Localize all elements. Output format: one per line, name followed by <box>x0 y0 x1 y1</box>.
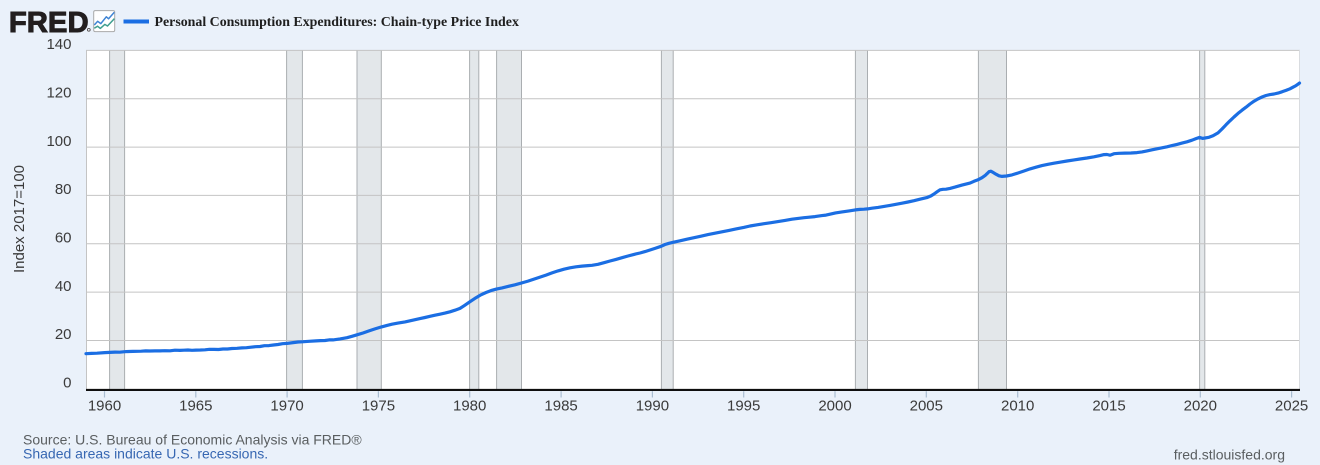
svg-text:100: 100 <box>46 133 71 150</box>
svg-text:80: 80 <box>55 181 72 198</box>
svg-text:140: 140 <box>46 36 71 53</box>
svg-text:2010: 2010 <box>1001 398 1034 415</box>
svg-text:FRED: FRED <box>9 7 89 39</box>
svg-text:1975: 1975 <box>362 398 395 415</box>
svg-text:2000: 2000 <box>818 398 851 415</box>
svg-text:Source: U.S. Bureau of Economi: Source: U.S. Bureau of Economic Analysis… <box>23 432 362 448</box>
svg-text:20: 20 <box>55 326 72 343</box>
svg-text:2020: 2020 <box>1184 398 1217 415</box>
svg-text:Personal Consumption Expenditu: Personal Consumption Expenditures: Chain… <box>155 15 519 30</box>
svg-text:2025: 2025 <box>1275 398 1308 415</box>
svg-text:1965: 1965 <box>179 398 212 415</box>
svg-text:1980: 1980 <box>453 398 486 415</box>
svg-text:Shaded areas indicate U.S. rec: Shaded areas indicate U.S. recessions. <box>23 446 268 462</box>
svg-text:0: 0 <box>63 375 71 392</box>
svg-text:40: 40 <box>55 278 72 295</box>
svg-text:fred.stlouisfed.org: fred.stlouisfed.org <box>1174 447 1285 463</box>
svg-text:1990: 1990 <box>636 398 669 415</box>
svg-text:Index 2017=100: Index 2017=100 <box>11 165 28 273</box>
svg-text:120: 120 <box>46 85 71 102</box>
svg-text:2015: 2015 <box>1092 398 1125 415</box>
svg-text:1960: 1960 <box>88 398 121 415</box>
svg-text:2005: 2005 <box>910 398 943 415</box>
svg-text:1985: 1985 <box>544 398 577 415</box>
svg-text:1970: 1970 <box>270 398 303 415</box>
svg-text:1995: 1995 <box>727 398 760 415</box>
svg-text:60: 60 <box>55 230 72 247</box>
